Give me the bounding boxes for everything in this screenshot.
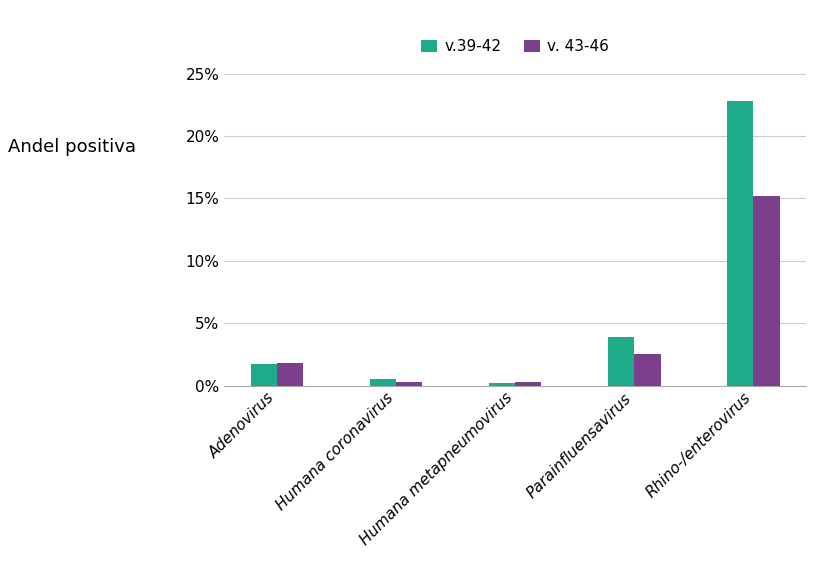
- Bar: [489, 383, 515, 386]
- Bar: [754, 196, 779, 386]
- Text: Andel positiva: Andel positiva: [8, 138, 136, 156]
- Bar: [634, 354, 661, 386]
- Legend: v.39-42, v. 43-46: v.39-42, v. 43-46: [417, 35, 613, 59]
- Bar: [251, 365, 277, 386]
- Bar: [727, 101, 754, 386]
- Bar: [515, 382, 542, 386]
- Bar: [370, 379, 396, 386]
- Bar: [608, 337, 634, 386]
- Bar: [396, 382, 422, 386]
- Bar: [277, 363, 303, 386]
